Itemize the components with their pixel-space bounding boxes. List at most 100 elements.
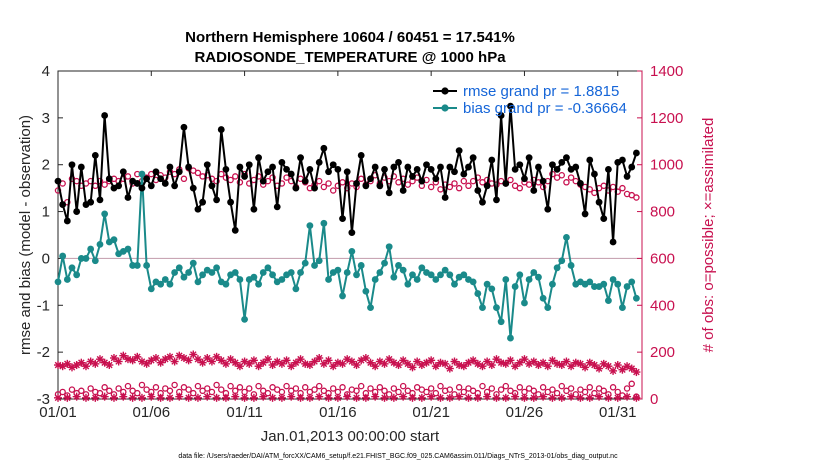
rmse-point [264, 168, 272, 176]
possible-obs-point-low [586, 384, 594, 391]
assimilated-obs-point [81, 362, 90, 371]
bias-point [553, 264, 561, 272]
assimilated-obs-point [609, 366, 618, 375]
rmse-point [91, 151, 99, 159]
possible-obs-point-low [68, 386, 76, 393]
rmse-point [297, 154, 304, 162]
legend-entry-rmse: rmse grand pr = 1.8815 [433, 83, 619, 100]
assimilated-obs-point [212, 352, 221, 361]
possible-obs-point-low [124, 382, 132, 390]
assimilated-obs-point [394, 361, 403, 370]
possible-obs-point-low [460, 388, 468, 396]
assimilated-obs-point-low [203, 392, 212, 401]
assimilated-obs-point [483, 357, 492, 366]
assimilated-obs-point-low [455, 392, 464, 401]
assimilated-obs-point [347, 357, 356, 366]
assimilated-obs-point [520, 355, 529, 364]
bias-point [250, 273, 258, 281]
possible-obs-point [460, 177, 468, 185]
bias-point [339, 292, 346, 300]
assimilated-obs-point [413, 357, 422, 366]
possible-obs-point [619, 184, 626, 192]
possible-obs-point-low [87, 385, 94, 392]
rmse-point [185, 163, 193, 171]
possible-obs-point-low [437, 382, 444, 390]
assimilated-obs-point [119, 351, 128, 360]
rmse-point [68, 161, 76, 169]
possible-obs-point-low [357, 382, 365, 390]
bias-point [236, 276, 244, 283]
assimilated-obs-point [366, 358, 375, 367]
bias-point [77, 255, 85, 262]
possible-obs-point-low [204, 385, 211, 392]
bias-point [623, 283, 631, 290]
assimilated-obs-point [459, 362, 468, 371]
assimilated-obs-point [296, 355, 305, 364]
rmse-point [409, 173, 416, 180]
rmse-point [77, 163, 85, 171]
assimilated-obs-point-low [361, 393, 370, 402]
bias-point [488, 285, 496, 293]
rmse-point [166, 163, 174, 171]
bias-point [469, 278, 477, 286]
rmse-point [581, 210, 589, 218]
possible-obs-point-low [208, 388, 216, 396]
bias-point [189, 259, 197, 267]
possible-obs-point-low [185, 386, 192, 393]
legend-marker-bias [441, 104, 449, 112]
assimilated-obs-point [534, 361, 543, 370]
rmse-point [54, 177, 62, 185]
legend-marker-rmse [441, 87, 449, 95]
assimilated-obs-point-low [436, 393, 445, 402]
bias-point [614, 280, 622, 288]
rmse-point [115, 182, 123, 190]
possible-obs-point-low [455, 384, 463, 391]
rmse-point [437, 163, 444, 171]
assimilated-obs-point [268, 361, 277, 370]
bias-point [549, 280, 556, 288]
rmse-point [376, 182, 384, 190]
rmse-point [385, 189, 393, 197]
assimilated-obs-point [515, 358, 524, 367]
assimilated-obs-point [431, 362, 440, 371]
assimilated-obs-point [77, 358, 86, 367]
rmse-point [595, 198, 603, 206]
rmse-point [175, 168, 183, 176]
assimilated-obs-point-low [557, 393, 566, 402]
assimilated-obs-point [109, 354, 118, 362]
assimilated-obs-point [613, 361, 622, 370]
bias-point [213, 264, 220, 272]
assimilated-obs-point [193, 355, 202, 364]
possible-obs-point-low [423, 388, 430, 396]
assimilated-obs-point-low [352, 393, 361, 402]
assimilated-obs-point [226, 355, 235, 364]
assimilated-obs-point-low [184, 393, 193, 402]
assimilated-obs-point-low [417, 393, 426, 402]
possible-obs-point-low [567, 385, 575, 392]
assimilated-obs-point-low [567, 392, 576, 401]
bias-point [287, 269, 295, 276]
possible-obs-point-low [399, 382, 407, 390]
chart-subtitle: RADIOSONDE_TEMPERATURE @ 1000 hPa [194, 49, 506, 66]
bias-point [600, 280, 608, 288]
assimilated-obs-point [184, 356, 193, 365]
assimilated-obs-point-low [604, 393, 613, 402]
bias-point [306, 222, 314, 230]
assimilated-obs-point-low [464, 393, 473, 402]
possible-obs-point-low [395, 388, 402, 396]
bias-point [413, 276, 421, 283]
assimilated-obs-point-low [156, 393, 165, 402]
possible-obs-point-low [171, 381, 178, 389]
assimilated-obs-point-low [324, 393, 333, 402]
possible-obs-point-low [106, 387, 113, 395]
assimilated-obs-point-low [100, 392, 109, 401]
assimilated-obs-point [263, 355, 272, 364]
bias-point [110, 236, 118, 244]
assimilated-obs-point-low [623, 392, 632, 401]
possible-obs-point-low [152, 384, 160, 391]
possible-obs-point-low [115, 385, 122, 392]
assimilated-obs-point-low [305, 393, 314, 402]
assimilated-obs-point [581, 363, 590, 372]
rmse-point [63, 217, 71, 225]
assimilated-obs-point [627, 364, 636, 373]
